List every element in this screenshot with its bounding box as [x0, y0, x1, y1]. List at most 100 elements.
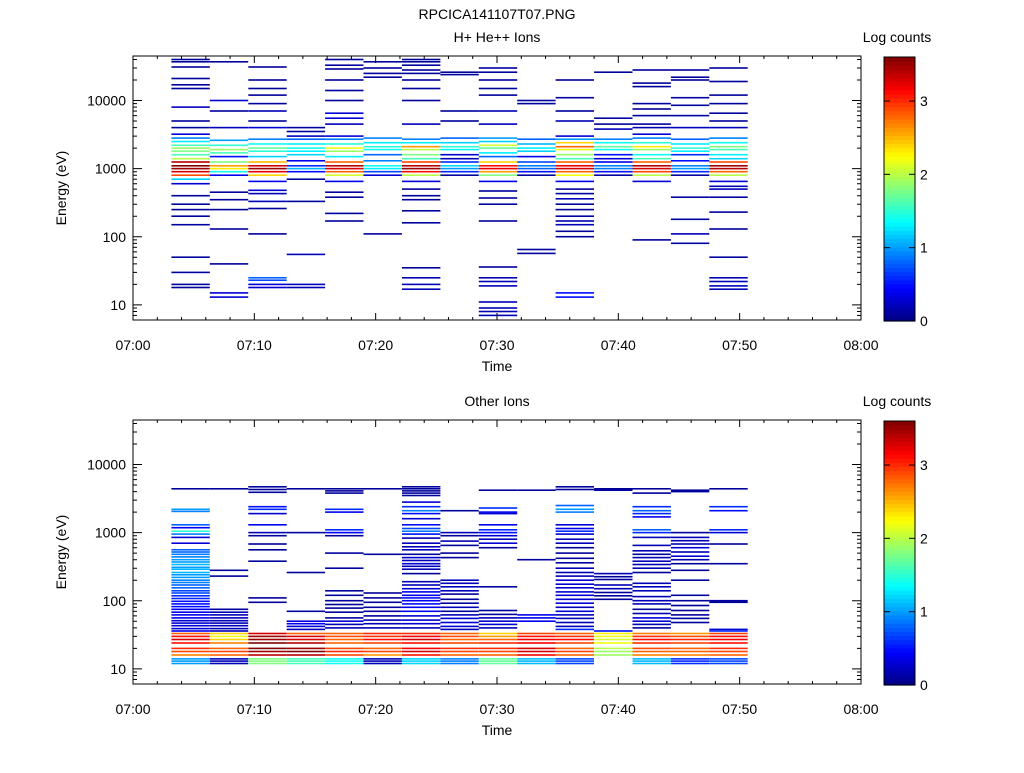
heatmap-cell: [478, 140, 518, 143]
y-tick-label: 10000: [87, 457, 126, 473]
heatmap-cell: [670, 599, 710, 602]
colorbar-tick-label: 1: [920, 240, 928, 256]
heatmap-cell: [709, 153, 748, 156]
heatmap-cell: [440, 148, 479, 151]
heatmap-cell: [555, 230, 594, 233]
heatmap-cell: [517, 658, 556, 660]
heatmap-cell: [248, 167, 287, 170]
heatmap-cell: [478, 638, 518, 641]
heatmap-cells: [171, 58, 748, 317]
heatmap-cell: [363, 650, 402, 653]
heatmap-cell: [171, 223, 210, 226]
heatmap-cell: [171, 77, 210, 80]
heatmap-cell: [632, 660, 671, 662]
colorbar-swatch: [884, 271, 915, 277]
heatmap-cell: [171, 61, 210, 63]
heatmap-cell: [363, 137, 402, 139]
heatmap-cell: [555, 567, 594, 569]
heatmap-cell: [709, 256, 748, 258]
y-tick-label: 10000: [87, 93, 126, 109]
heatmap-cell: [248, 233, 287, 235]
heatmap-cell: [670, 660, 710, 662]
heatmap-cell: [325, 638, 364, 641]
heatmap-cell: [709, 488, 748, 490]
x-tick-label: 07:40: [601, 337, 636, 353]
heatmap-cell: [171, 658, 210, 660]
heatmap-cell: [171, 600, 210, 603]
heatmap-cell: [632, 556, 671, 559]
heatmap-cell: [670, 658, 710, 660]
heatmap-cell: [402, 174, 441, 176]
heatmap-cell: [709, 505, 748, 508]
heatmap-cell: [670, 242, 710, 245]
heatmap-cell: [171, 256, 210, 258]
heatmap-cell: [402, 61, 441, 63]
heatmap-cell: [709, 185, 748, 188]
heatmap-cell: [555, 552, 594, 554]
colorbar-swatch: [884, 553, 915, 558]
heatmap-cell: [363, 160, 402, 162]
heatmap-cell: [632, 638, 671, 641]
heatmap-cell: [670, 662, 710, 665]
heatmap-cell: [555, 486, 594, 488]
heatmap-cell: [286, 147, 326, 149]
heatmap-cell: [440, 165, 479, 167]
heatmap-cell: [632, 102, 671, 105]
colorbar-tick-label: 3: [920, 457, 928, 473]
heatmap-cell: [286, 647, 326, 650]
colorbar-swatch: [884, 565, 915, 571]
colorbar-swatch: [884, 548, 915, 554]
colorbar-swatch: [884, 639, 915, 645]
heatmap-cell: [248, 508, 287, 511]
heatmap-cell: [632, 165, 671, 167]
colorbar-swatch: [884, 437, 915, 443]
heatmap-cell: [171, 58, 210, 61]
heatmap-cell: [670, 69, 710, 71]
heatmap-cell: [171, 147, 210, 149]
heatmap-cell: [555, 647, 594, 650]
colorbar-swatch: [884, 602, 915, 608]
heatmap-cell: [402, 537, 441, 539]
colorbar-swatch: [884, 143, 915, 149]
heatmap-cell: [325, 117, 364, 119]
colorbar-swatch: [884, 503, 915, 509]
heatmap-cell: [248, 110, 287, 112]
heatmap-cell: [248, 512, 287, 515]
heatmap-cell: [402, 556, 441, 559]
heatmap-cell: [171, 608, 210, 611]
heatmap-cell: [209, 569, 249, 572]
colorbar-swatch: [884, 230, 915, 235]
heatmap-cell: [363, 233, 402, 235]
heatmap-cell: [402, 553, 441, 556]
heatmap-cell: [248, 165, 287, 167]
heatmap-cell: [248, 150, 287, 152]
colorbar-swatch: [884, 263, 915, 268]
heatmap-cell: [632, 563, 671, 566]
heatmap-cell: [670, 143, 710, 145]
heatmap-cell: [171, 542, 210, 544]
heatmap-cell: [632, 153, 671, 156]
heatmap-cell: [209, 627, 249, 630]
heatmap-cell: [171, 120, 210, 122]
heatmap-cell: [325, 654, 364, 656]
heatmap-cell: [478, 538, 518, 540]
heatmap-cell: [402, 587, 441, 590]
x-tick-label: 07:20: [358, 701, 393, 717]
heatmap-cell: [325, 165, 364, 167]
heatmap-cell: [670, 632, 710, 635]
heatmap-cell: [632, 492, 671, 494]
heatmap-cell: [209, 488, 249, 490]
heatmap-cell: [555, 625, 594, 628]
heatmap-cell: [402, 283, 441, 286]
heatmap-cell: [171, 574, 210, 576]
colorbar-swatch: [884, 201, 915, 207]
heatmap-cell: [478, 512, 518, 515]
heatmap-cell: [402, 157, 441, 160]
heatmap-cell: [286, 610, 326, 613]
heatmap-cell: [709, 157, 748, 160]
heatmap-cell: [555, 610, 594, 613]
heatmap-cell: [632, 571, 671, 574]
heatmap-cell: [171, 161, 210, 163]
heatmap-cell: [594, 488, 633, 490]
heatmap-cell: [632, 617, 671, 619]
